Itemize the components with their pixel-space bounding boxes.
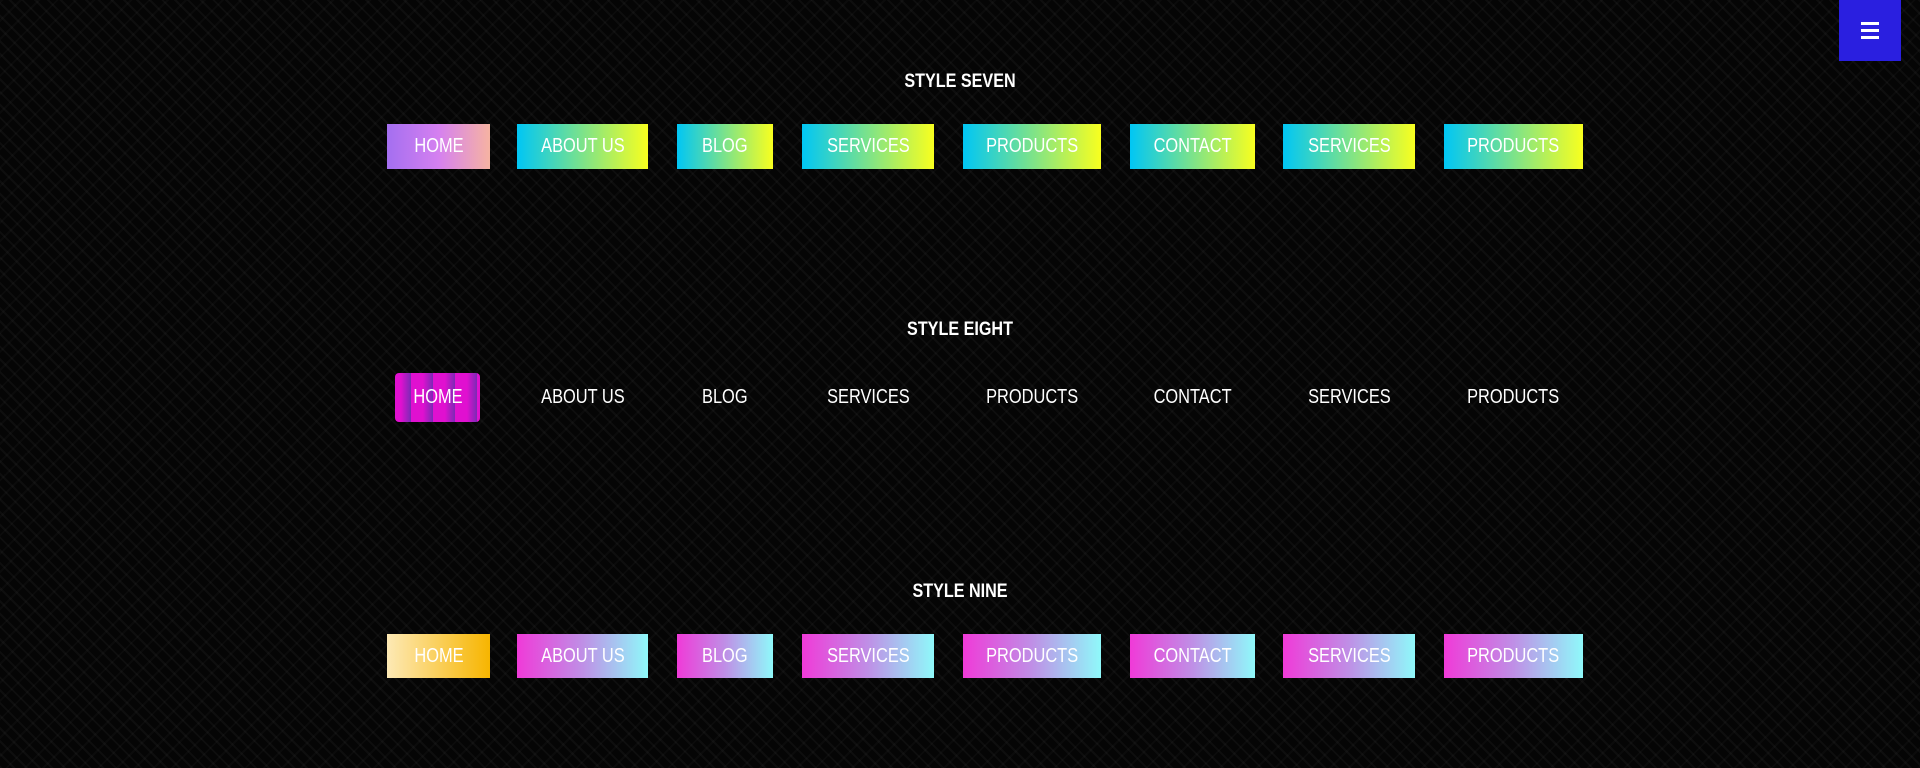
nav-item-label: HOME bbox=[413, 644, 464, 667]
nav-item-about-us[interactable]: ABOUT US bbox=[517, 373, 648, 422]
nav-item-blog[interactable]: BLOG bbox=[677, 373, 773, 422]
nav-item-products[interactable]: PRODUCTS bbox=[1444, 124, 1583, 169]
nav-item-label: BLOG bbox=[702, 644, 748, 667]
nav-item-products[interactable]: PRODUCTS bbox=[963, 373, 1101, 422]
hamburger-icon bbox=[1861, 36, 1879, 39]
hamburger-menu-button[interactable] bbox=[1839, 0, 1901, 61]
nav-item-label: SERVICES bbox=[1307, 644, 1391, 667]
nav-item-label: CONTACT bbox=[1153, 644, 1232, 667]
nav-item-label: BLOG bbox=[702, 386, 748, 408]
nav-item-home[interactable]: HOME bbox=[395, 373, 480, 422]
style-seven-title: STYLE SEVEN bbox=[904, 71, 1016, 92]
nav-item-label: SERVICES bbox=[826, 644, 910, 667]
nav-item-services[interactable]: SERVICES bbox=[1283, 373, 1415, 422]
nav-item-label: ABOUT US bbox=[540, 386, 625, 408]
nav-item-label: PRODUCTS bbox=[1467, 135, 1560, 157]
nav-item-services[interactable]: SERVICES bbox=[802, 124, 934, 169]
nav-item-products[interactable]: PRODUCTS bbox=[1444, 634, 1583, 678]
nav-item-label: PRODUCTS bbox=[1467, 644, 1560, 667]
nav-item-label: SERVICES bbox=[1307, 135, 1391, 157]
nav-item-about-us[interactable]: ABOUT US bbox=[517, 124, 648, 169]
nav-item-services[interactable]: SERVICES bbox=[802, 634, 934, 678]
hamburger-icon bbox=[1861, 22, 1879, 25]
nav-item-services[interactable]: SERVICES bbox=[1283, 124, 1415, 169]
nav-item-contact[interactable]: CONTACT bbox=[1130, 634, 1255, 678]
nav-item-label: HOME bbox=[412, 386, 463, 408]
nav-item-label: PRODUCTS bbox=[985, 135, 1079, 157]
nav-item-contact[interactable]: CONTACT bbox=[1130, 373, 1255, 422]
nav-item-label: SERVICES bbox=[826, 135, 910, 157]
style-eight-title: STYLE EIGHT bbox=[907, 319, 1013, 340]
nav-item-label: CONTACT bbox=[1153, 386, 1232, 408]
nav-item-about-us[interactable]: ABOUT US bbox=[517, 634, 648, 678]
nav-item-label: BLOG bbox=[702, 135, 748, 157]
nav-item-label: ABOUT US bbox=[540, 135, 625, 157]
style-nine-title: STYLE NINE bbox=[912, 581, 1008, 602]
nav-item-label: PRODUCTS bbox=[985, 644, 1079, 667]
nav-item-products[interactable]: PRODUCTS bbox=[1444, 373, 1583, 422]
nav-item-label: PRODUCTS bbox=[985, 386, 1079, 408]
nav-item-products[interactable]: PRODUCTS bbox=[963, 124, 1101, 169]
nav-item-services[interactable]: SERVICES bbox=[1283, 634, 1415, 678]
nav-item-label: PRODUCTS bbox=[1467, 386, 1560, 408]
hamburger-icon bbox=[1861, 29, 1879, 32]
nav-item-label: SERVICES bbox=[826, 386, 910, 408]
nav-item-label: HOME bbox=[413, 135, 464, 157]
nav-item-home[interactable]: HOME bbox=[387, 124, 490, 169]
nav-item-products[interactable]: PRODUCTS bbox=[963, 634, 1101, 678]
nav-item-label: ABOUT US bbox=[540, 644, 625, 667]
nav-item-services[interactable]: SERVICES bbox=[802, 373, 934, 422]
nav-item-blog[interactable]: BLOG bbox=[677, 634, 773, 678]
nav-item-label: CONTACT bbox=[1153, 135, 1232, 157]
nav-item-contact[interactable]: CONTACT bbox=[1130, 124, 1255, 169]
nav-item-home[interactable]: HOME bbox=[387, 634, 490, 678]
nav-item-blog[interactable]: BLOG bbox=[677, 124, 773, 169]
nav-item-label: SERVICES bbox=[1307, 386, 1391, 408]
